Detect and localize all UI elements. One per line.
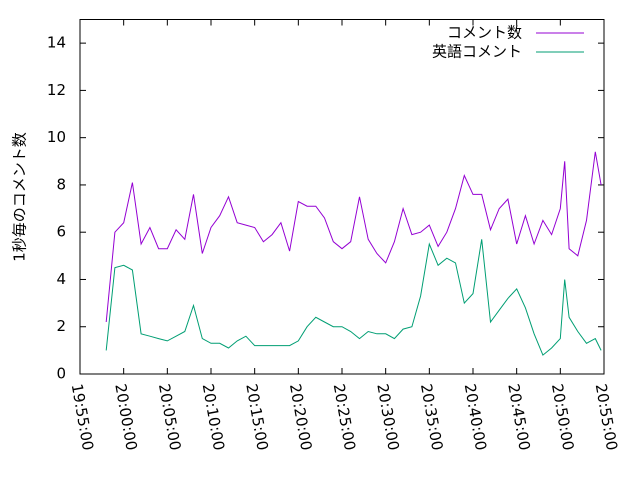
y-axis-label: 1秒毎のコメント数: [11, 132, 29, 262]
y-tick-label: 12: [47, 81, 66, 99]
y-tick-label: 0: [56, 365, 66, 383]
x-tick-label: 19:55:00: [68, 382, 97, 451]
y-tick-label: 10: [47, 128, 66, 146]
y-tick-label: 8: [56, 175, 66, 193]
plot-border: [79, 19, 605, 375]
x-tick-label: 20:45:00: [504, 382, 533, 451]
y-tick-label: 6: [56, 223, 66, 241]
y-tick-label: 4: [56, 270, 66, 288]
x-tick-label: 20:20:00: [286, 382, 315, 451]
y-tick-label: 14: [47, 34, 66, 52]
legend-label: 英語コメント: [432, 43, 522, 61]
x-tick-label: 20:40:00: [461, 382, 490, 451]
x-tick-label: 20:15:00: [242, 382, 271, 451]
x-tick-label: 20:05:00: [155, 382, 184, 451]
x-tick-label: 20:30:00: [373, 382, 402, 451]
legend-label: コメント数: [447, 24, 522, 42]
y-tick-label: 2: [56, 317, 66, 335]
line: [105, 151, 602, 323]
x-tick-label: 20:35:00: [417, 382, 446, 451]
x-tick-label: 20:25:00: [330, 382, 359, 451]
x-tick-label: 20:55:00: [592, 382, 621, 451]
x-tick-label: 20:50:00: [548, 382, 577, 451]
x-tick-label: 20:00:00: [111, 382, 140, 451]
x-tick-label: 20:10:00: [199, 382, 228, 451]
line: [105, 239, 602, 356]
